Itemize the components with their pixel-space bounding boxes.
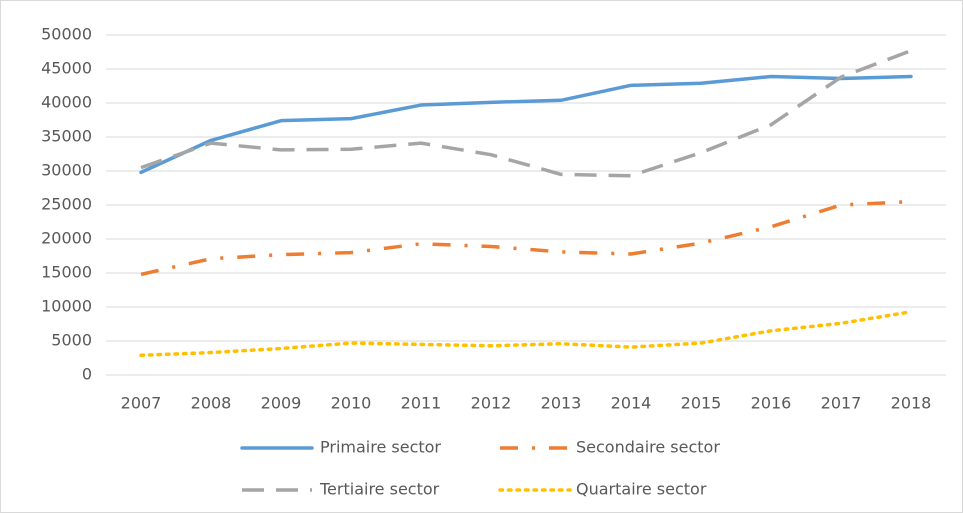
y-tick-label: 50000: [41, 25, 92, 44]
x-tick-label: 2017: [821, 394, 862, 413]
legend-label: Primaire sector: [320, 438, 441, 457]
series-line: [140, 49, 912, 178]
x-tick-label: 2015: [681, 394, 722, 413]
x-tick-label: 2009: [261, 394, 302, 413]
x-tick-label: 2018: [891, 394, 932, 413]
legend-label: Quartaire sector: [576, 480, 707, 499]
y-tick-label: 5000: [51, 331, 92, 350]
series-line: [139, 310, 913, 358]
y-tick-label: 10000: [41, 297, 92, 316]
x-tick-label: 2013: [541, 394, 582, 413]
x-tick-label: 2007: [121, 394, 162, 413]
y-tick-label: 25000: [41, 195, 92, 214]
x-tick-label: 2016: [751, 394, 792, 413]
legend-label: Secondaire sector: [576, 438, 720, 457]
y-tick-label: 20000: [41, 229, 92, 248]
series-line: [140, 199, 912, 277]
x-tick-label: 2010: [331, 394, 372, 413]
x-tick-label: 2008: [191, 394, 232, 413]
x-tick-label: 2011: [401, 394, 442, 413]
y-tick-label: 30000: [41, 161, 92, 180]
y-tick-label: 40000: [41, 93, 92, 112]
y-tick-label: 15000: [41, 263, 92, 282]
x-tick-label: 2014: [611, 394, 652, 413]
y-tick-label: 0: [82, 365, 92, 384]
series-line: [139, 74, 913, 175]
x-tick-label: 2012: [471, 394, 512, 413]
y-tick-label: 35000: [41, 127, 92, 146]
y-tick-label: 45000: [41, 59, 92, 78]
legend-label: Tertiaire sector: [319, 480, 440, 499]
